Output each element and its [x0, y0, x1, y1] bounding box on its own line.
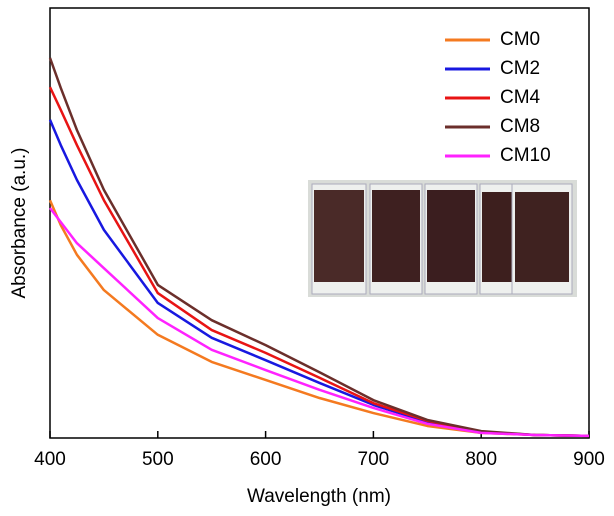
x-tick-label: 500 [142, 449, 174, 470]
y-axis-label: Absorbance (a.u.) [9, 147, 30, 298]
legend-label: CM4 [500, 87, 541, 108]
plot-frame [49, 7, 590, 439]
legend-label: CM10 [500, 145, 551, 166]
x-tick-label: 600 [250, 449, 282, 470]
series-line [48, 57, 590, 438]
legend-label: CM2 [500, 58, 540, 79]
legend-label: CM8 [500, 116, 540, 137]
legend-label: CM0 [500, 29, 540, 50]
inset-photo [308, 180, 577, 297]
x-tick-label: 900 [573, 449, 605, 470]
x-tick-label: 700 [358, 449, 390, 470]
x-tick-label: 400 [34, 449, 66, 470]
x-axis-label: Wavelength (nm) [247, 486, 391, 507]
series-line [49, 207, 590, 438]
x-tick-label: 800 [465, 449, 497, 470]
